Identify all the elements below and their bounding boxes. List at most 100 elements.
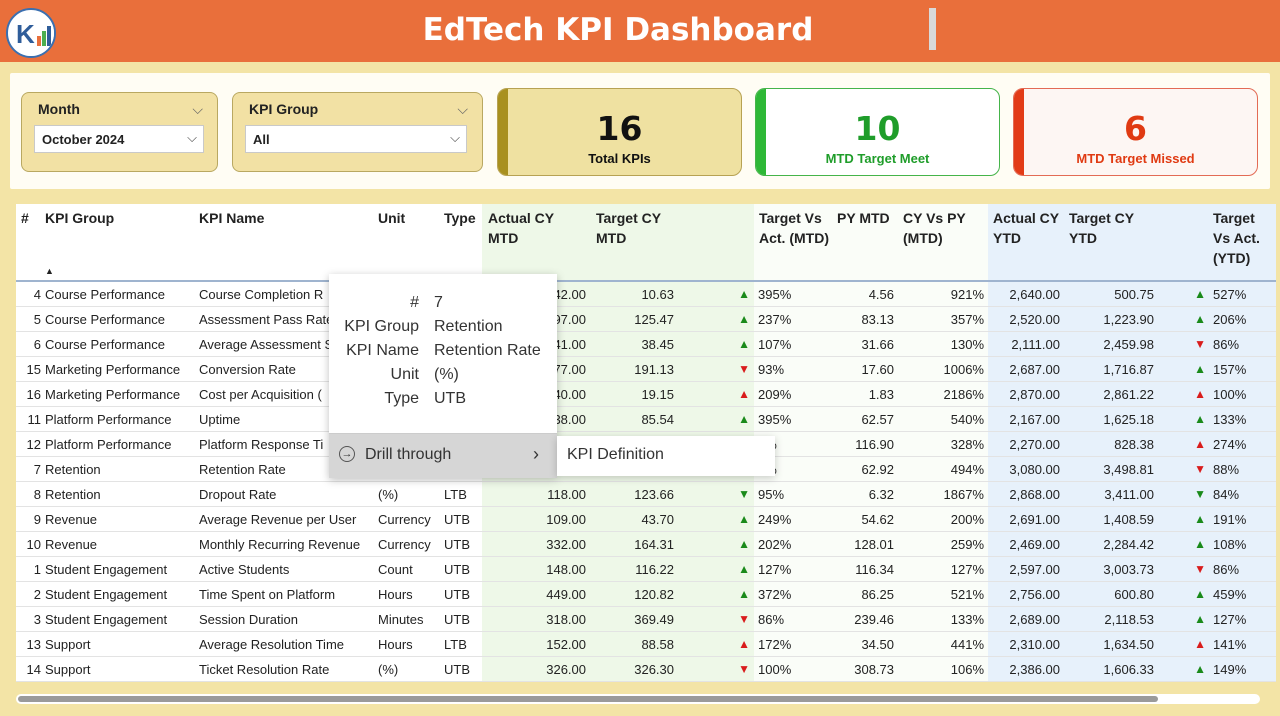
chevron-down-icon[interactable]: ⌵ (457, 101, 468, 117)
table-row[interactable]: 5 Course Performance Assessment Pass Rate 9… (16, 307, 1276, 332)
cell-kpi-name: Course Completion R (199, 287, 324, 302)
trend-arrow-ytd-icon: ▲ (1194, 637, 1206, 651)
cell-unit: (%) (378, 662, 399, 677)
cell-target-cy-mtd: 19.15 (641, 387, 674, 402)
tooltip-row: KPI Group Retention (329, 318, 557, 342)
cell-actual-cy-mtd: 449.00 (546, 587, 586, 602)
cell-num: 13 (26, 637, 41, 652)
table-row[interactable]: 10 Revenue Monthly Recurring Revenue Curren… (16, 532, 1276, 557)
table-row[interactable]: 6 Course Performance Average Assessment S 4… (16, 332, 1276, 357)
col-header-target-vs-act-mtd[interactable]: Target Vs Act. (MTD) (759, 210, 829, 246)
cell-py-mtd: 4.56 (868, 287, 894, 302)
cell-kpi-group: Marketing Performance (45, 387, 181, 402)
trend-arrow-ytd-icon: ▲ (1194, 512, 1206, 526)
cell-actual-cy-ytd: 2,756.00 (1009, 587, 1060, 602)
cell-target-cy-mtd: 85.54 (641, 412, 674, 427)
col-header-unit[interactable]: Unit (378, 210, 406, 226)
chevron-down-icon[interactable]: ⌵ (192, 101, 203, 117)
dropdown-arrow-icon[interactable]: ⌵ (187, 130, 197, 145)
kpi-definition-menu-item[interactable]: KPI Definition (567, 446, 664, 463)
table-row[interactable]: 15 Marketing Performance Conversion Rate 77… (16, 357, 1276, 382)
cell-target-cy-ytd: 1,408.59 (1103, 512, 1154, 527)
cell-target-cy-ytd: 3,498.81 (1103, 462, 1154, 477)
cell-target-vs-act-mtd: 237% (758, 312, 792, 327)
cell-target-vs-act-ytd: 100% (1213, 387, 1247, 402)
cell-cy-vs-py-mtd: 1867% (943, 487, 984, 502)
col-header-kpi-name[interactable]: KPI Name (199, 210, 265, 226)
cell-target-cy-ytd: 3,003.73 (1103, 562, 1154, 577)
trend-arrow-mtd-icon: ▼ (738, 662, 750, 676)
table-row[interactable]: 2 Student Engagement Time Spent on Platfor… (16, 582, 1276, 607)
cell-py-mtd: 34.50 (861, 637, 894, 652)
cell-unit: Hours (378, 637, 413, 652)
cell-target-cy-mtd: 116.22 (635, 562, 674, 577)
cell-kpi-group: Retention (45, 487, 101, 502)
cell-target-cy-ytd: 1,223.90 (1103, 312, 1154, 327)
table-row[interactable]: 9 Revenue Average Revenue per User Currency… (16, 507, 1276, 532)
month-slicer[interactable]: Month ⌵ October 2024 ⌵ (21, 92, 218, 172)
cell-actual-cy-mtd: 42.00 (553, 287, 586, 302)
cell-target-vs-act-mtd: 86% (758, 612, 785, 627)
total-kpis-value: 16 (596, 109, 643, 148)
col-header-py-mtd[interactable]: PY MTD (837, 210, 890, 226)
cell-kpi-name: Retention Rate (199, 462, 286, 477)
total-kpis-label: Total KPIs (588, 151, 651, 166)
table-row[interactable]: 16 Marketing Performance Cost per Acquisit… (16, 382, 1276, 407)
cell-num: 2 (33, 587, 41, 602)
cell-target-cy-ytd: 2,861.22 (1103, 387, 1154, 402)
cell-actual-cy-ytd: 2,167.00 (1009, 412, 1060, 427)
dropdown-arrow-icon[interactable]: ⌵ (450, 130, 460, 145)
trend-arrow-ytd-icon: ▲ (1194, 312, 1206, 326)
cell-kpi-group: Marketing Performance (45, 362, 181, 377)
table-row[interactable]: 8 Retention Dropout Rate (%) LTB 118.00 123.66… (16, 482, 1276, 507)
drill-through-menu-item[interactable]: → Drill through › (329, 434, 557, 478)
table-row[interactable]: 4 Course Performance Course Completion R 42… (16, 282, 1276, 307)
table-row[interactable]: 11 Platform Performance Uptime 38.00 85.54 ▲ 3… (16, 407, 1276, 432)
table-row[interactable]: 13 Support Average Resolution Time Hours LTB… (16, 632, 1276, 657)
cell-py-mtd: 31.66 (861, 337, 894, 352)
trend-arrow-ytd-icon: ▲ (1194, 287, 1206, 301)
trend-arrow-ytd-icon: ▲ (1194, 662, 1206, 676)
kpi-group-slicer[interactable]: KPI Group ⌵ All ⌵ (232, 92, 483, 172)
trend-arrow-ytd-icon: ▲ (1194, 362, 1206, 376)
cell-py-mtd: 128.01 (854, 537, 894, 552)
col-header-num[interactable]: # (21, 210, 29, 226)
cell-type: UTB (444, 612, 470, 627)
col-header-kpi-group[interactable]: KPI Group (45, 210, 115, 226)
cell-target-cy-mtd: 326.30 (634, 662, 674, 677)
sort-ascending-icon[interactable]: ▲ (45, 266, 54, 276)
cell-target-vs-act-ytd: 86% (1213, 562, 1240, 577)
col-header-cy-vs-py-mtd[interactable]: CY Vs PY (MTD) (903, 210, 966, 246)
month-dropdown[interactable]: October 2024 ⌵ (34, 125, 204, 153)
tooltip-key: KPI Group (344, 318, 419, 335)
col-header-target-vs-act-ytd[interactable]: Target Vs Act. (YTD) (1213, 210, 1260, 266)
cell-kpi-name: Uptime (199, 412, 241, 427)
cell-py-mtd: 62.57 (861, 412, 894, 427)
month-slicer-label: Month (38, 101, 80, 117)
col-header-actual-cy-mtd[interactable]: Actual CY MTD (488, 210, 554, 246)
trend-arrow-ytd-icon: ▲ (1194, 612, 1206, 626)
horizontal-scrollbar[interactable] (16, 694, 1260, 704)
col-header-type[interactable]: Type (444, 210, 476, 226)
cell-py-mtd: 17.60 (861, 362, 894, 377)
cell-cy-vs-py-mtd: 521% (950, 587, 984, 602)
col-header-target-cy-mtd[interactable]: Target CY MTD (596, 210, 661, 246)
mtd-target-missed-value: 6 (1124, 109, 1147, 148)
cell-cy-vs-py-mtd: 200% (950, 512, 984, 527)
table-row[interactable]: 3 Student Engagement Session Duration Minut… (16, 607, 1276, 632)
cell-py-mtd: 1.83 (868, 387, 894, 402)
table-row[interactable]: 1 Student Engagement Active Students Count U… (16, 557, 1276, 582)
cell-num: 12 (26, 437, 41, 452)
cell-target-cy-mtd: 164.31 (634, 537, 674, 552)
cell-actual-cy-ytd: 2,868.00 (1009, 487, 1060, 502)
col-header-actual-cy-ytd[interactable]: Actual CY YTD (993, 210, 1059, 246)
kpi-group-dropdown[interactable]: All ⌵ (245, 125, 467, 153)
table-row[interactable]: 14 Support Ticket Resolution Rate (%) UTB 326… (16, 657, 1276, 682)
cell-num: 3 (33, 612, 41, 627)
cell-actual-cy-ytd: 2,640.00 (1009, 287, 1060, 302)
col-header-target-cy-ytd[interactable]: Target CY YTD (1069, 210, 1134, 246)
cell-actual-cy-mtd: 97.00 (553, 312, 586, 327)
cell-kpi-name: Conversion Rate (199, 362, 296, 377)
scrollbar-thumb[interactable] (18, 696, 1158, 702)
